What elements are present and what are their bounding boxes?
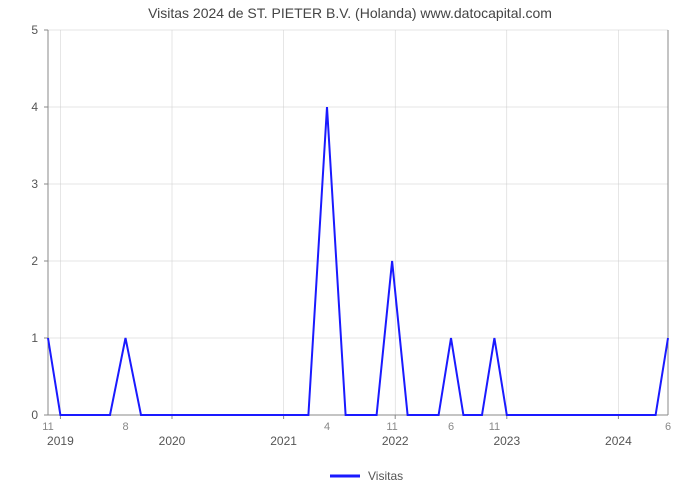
legend-label: Visitas xyxy=(368,469,403,483)
chart-container: Visitas 2024 de ST. PIETER B.V. (Holanda… xyxy=(0,0,700,500)
minor-label: 11 xyxy=(489,421,500,433)
chart-background xyxy=(0,0,700,500)
minor-label: 6 xyxy=(448,421,454,433)
minor-label: 6 xyxy=(665,421,671,433)
x-tick-label: 2020 xyxy=(159,434,186,448)
x-tick-label: 2021 xyxy=(270,434,297,448)
minor-label: 8 xyxy=(122,421,128,433)
minor-label: 4 xyxy=(324,421,330,433)
chart-svg: Visitas 2024 de ST. PIETER B.V. (Holanda… xyxy=(0,0,700,500)
y-tick-label: 1 xyxy=(31,331,38,345)
chart-title: Visitas 2024 de ST. PIETER B.V. (Holanda… xyxy=(148,5,552,21)
minor-label: 11 xyxy=(42,421,53,433)
x-tick-label: 2019 xyxy=(47,434,74,448)
minor-label: 11 xyxy=(386,421,397,433)
x-tick-label: 2022 xyxy=(382,434,409,448)
y-tick-label: 0 xyxy=(31,408,38,422)
y-tick-label: 4 xyxy=(31,100,38,114)
x-tick-label: 2024 xyxy=(605,434,632,448)
y-tick-label: 5 xyxy=(31,23,38,37)
y-tick-label: 2 xyxy=(31,254,38,268)
y-tick-label: 3 xyxy=(31,177,38,191)
x-tick-label: 2023 xyxy=(493,434,520,448)
